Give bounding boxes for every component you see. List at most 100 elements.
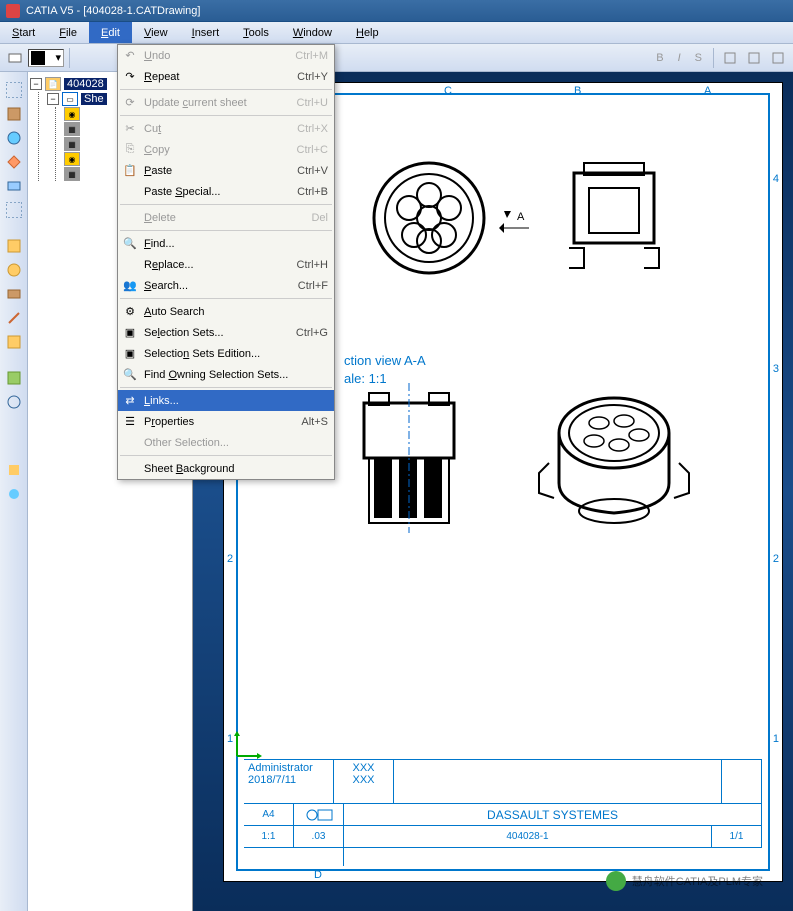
zone-c: C <box>444 85 452 97</box>
tree-root-label: 404028 <box>64 78 107 90</box>
menu-item-undo: ↶UndoCtrl+M <box>118 45 334 66</box>
menu-item-selection-sets-edition-[interactable]: ▣Selection Sets Edition... <box>118 343 334 364</box>
menu-shortcut: Ctrl+M <box>295 50 328 62</box>
menu-label: Delete <box>140 212 311 224</box>
watermark: 慧舟软件CATIA及PLM专家 <box>606 871 763 891</box>
menu-tools[interactable]: Tools <box>231 22 281 43</box>
tb-date: 2018/7/11 <box>248 774 296 786</box>
menu-insert[interactable]: Insert <box>180 22 232 43</box>
menu-item-paste[interactable]: 📋PasteCtrl+V <box>118 160 334 181</box>
grid-icon-2[interactable] <box>4 200 24 220</box>
italic-icon[interactable]: I <box>672 52 687 64</box>
menu-shortcut: Ctrl+H <box>297 259 328 271</box>
tb-company: DASSAULT SYSTEMES <box>344 804 762 825</box>
tool-icon-3[interactable] <box>4 128 24 148</box>
menu-item-auto-search[interactable]: ⚙Auto Search <box>118 301 334 322</box>
strike-icon[interactable]: S <box>689 52 708 64</box>
menu-window[interactable]: Window <box>281 22 344 43</box>
menu-label: Search... <box>140 280 298 292</box>
menu-item-paste-special-[interactable]: Paste Special...Ctrl+B <box>118 181 334 202</box>
watermark-text: 慧舟软件CATIA及PLM专家 <box>632 873 763 889</box>
front-view <box>364 153 494 283</box>
menu-item-find-[interactable]: 🔍Find... <box>118 233 334 254</box>
tool-icon-9[interactable] <box>4 308 24 328</box>
tb-sheetno: 1/1 <box>712 826 762 847</box>
menu-label: Find Owning Selection Sets... <box>140 369 328 381</box>
menu-label: Other Selection... <box>140 437 328 449</box>
toolbar-btn-2[interactable] <box>719 47 741 69</box>
menu-label: Update current sheet <box>140 97 297 109</box>
menu-item-update-current-sheet: ⟳Update current sheetCtrl+U <box>118 92 334 113</box>
paste-icon: 📋 <box>120 164 140 177</box>
zone-1: 1 <box>773 733 779 745</box>
menu-item-links-[interactable]: ⇄Links... <box>118 390 334 411</box>
search-icon: 👥 <box>120 279 140 292</box>
menu-item-selection-sets-[interactable]: ▣Selection Sets...Ctrl+G <box>118 322 334 343</box>
menu-label: Selection Sets Edition... <box>140 348 328 360</box>
tool-icon-4[interactable] <box>4 152 24 172</box>
tool-icon-10[interactable] <box>4 332 24 352</box>
tool-icon-14[interactable] <box>4 484 24 504</box>
tool-icon-7[interactable] <box>4 260 24 280</box>
menu-view[interactable]: View <box>132 22 180 43</box>
tb-weight: .03 <box>294 826 344 847</box>
tool-icon-2[interactable] <box>4 104 24 124</box>
menu-label: Replace... <box>140 259 297 271</box>
color-swatch[interactable]: ▾ <box>28 49 64 67</box>
undo-icon: ↶ <box>120 49 140 62</box>
props-icon: ☰ <box>120 415 140 428</box>
tb-author: Administrator <box>248 762 313 774</box>
zone-b: B <box>574 85 581 97</box>
zone-a: A <box>704 85 711 97</box>
menu-item-cut: ✂CutCtrl+X <box>118 118 334 139</box>
tool-icon-13[interactable] <box>4 460 24 480</box>
menu-shortcut: Ctrl+V <box>297 165 328 177</box>
tool-icon-8[interactable] <box>4 284 24 304</box>
menu-label: Sheet Background <box>140 463 328 475</box>
section-view <box>344 383 474 533</box>
menu-shortcut: Ctrl+U <box>297 97 328 109</box>
menu-start[interactable]: Start <box>0 22 47 43</box>
zone-d-bot: D <box>314 869 322 881</box>
tb-number: 404028-1 <box>344 826 712 847</box>
menu-item-delete: DeleteDel <box>118 207 334 228</box>
section-arrow: A <box>499 208 539 248</box>
axis-icon <box>232 731 262 761</box>
menu-item-repeat[interactable]: ↷RepeatCtrl+Y <box>118 66 334 87</box>
menu-item-copy: ⎘CopyCtrl+C <box>118 139 334 160</box>
menu-label: Copy <box>140 144 297 156</box>
left-toolbar <box>0 72 28 911</box>
menubar: Start File Edit View Insert Tools Window… <box>0 22 793 44</box>
menu-edit[interactable]: Edit <box>89 22 132 43</box>
grid-icon[interactable] <box>4 80 24 100</box>
zone-3: 3 <box>773 363 779 375</box>
bold-icon[interactable]: B <box>650 52 669 64</box>
title-block: Administrator 2018/7/11 XXX XXX A4 DASSA… <box>244 759 762 869</box>
menu-item-search-[interactable]: 👥Search...Ctrl+F <box>118 275 334 296</box>
tool-icon-12[interactable] <box>4 392 24 412</box>
menu-help[interactable]: Help <box>344 22 391 43</box>
auto-icon: ⚙ <box>120 305 140 318</box>
menu-item-sheet-background[interactable]: Sheet Background <box>118 458 334 479</box>
toolbar-btn-3[interactable] <box>743 47 765 69</box>
menu-item-other-selection-: Other Selection... <box>118 432 334 453</box>
tb-x1: XXX <box>352 762 374 774</box>
find-icon: 🔍 <box>120 237 140 250</box>
tool-icon-11[interactable] <box>4 368 24 388</box>
menu-item-properties[interactable]: ☰PropertiesAlt+S <box>118 411 334 432</box>
menu-label: Cut <box>140 123 297 135</box>
tool-icon-6[interactable] <box>4 236 24 256</box>
tb-scale: 1:1 <box>244 826 294 847</box>
toolbar-btn-4[interactable] <box>767 47 789 69</box>
app-icon <box>6 4 20 18</box>
menu-item-find-owning-selection-sets-[interactable]: 🔍Find Owning Selection Sets... <box>118 364 334 385</box>
sel-icon: ▣ <box>120 326 140 339</box>
zone-2l: 2 <box>227 553 233 565</box>
menu-label: Auto Search <box>140 306 328 318</box>
sel-icon: ▣ <box>120 347 140 360</box>
menu-file[interactable]: File <box>47 22 89 43</box>
cut-icon: ✂ <box>120 122 140 135</box>
tool-icon-5[interactable] <box>4 176 24 196</box>
toolbar-btn-1[interactable] <box>4 47 26 69</box>
menu-item-replace-[interactable]: Replace...Ctrl+H <box>118 254 334 275</box>
